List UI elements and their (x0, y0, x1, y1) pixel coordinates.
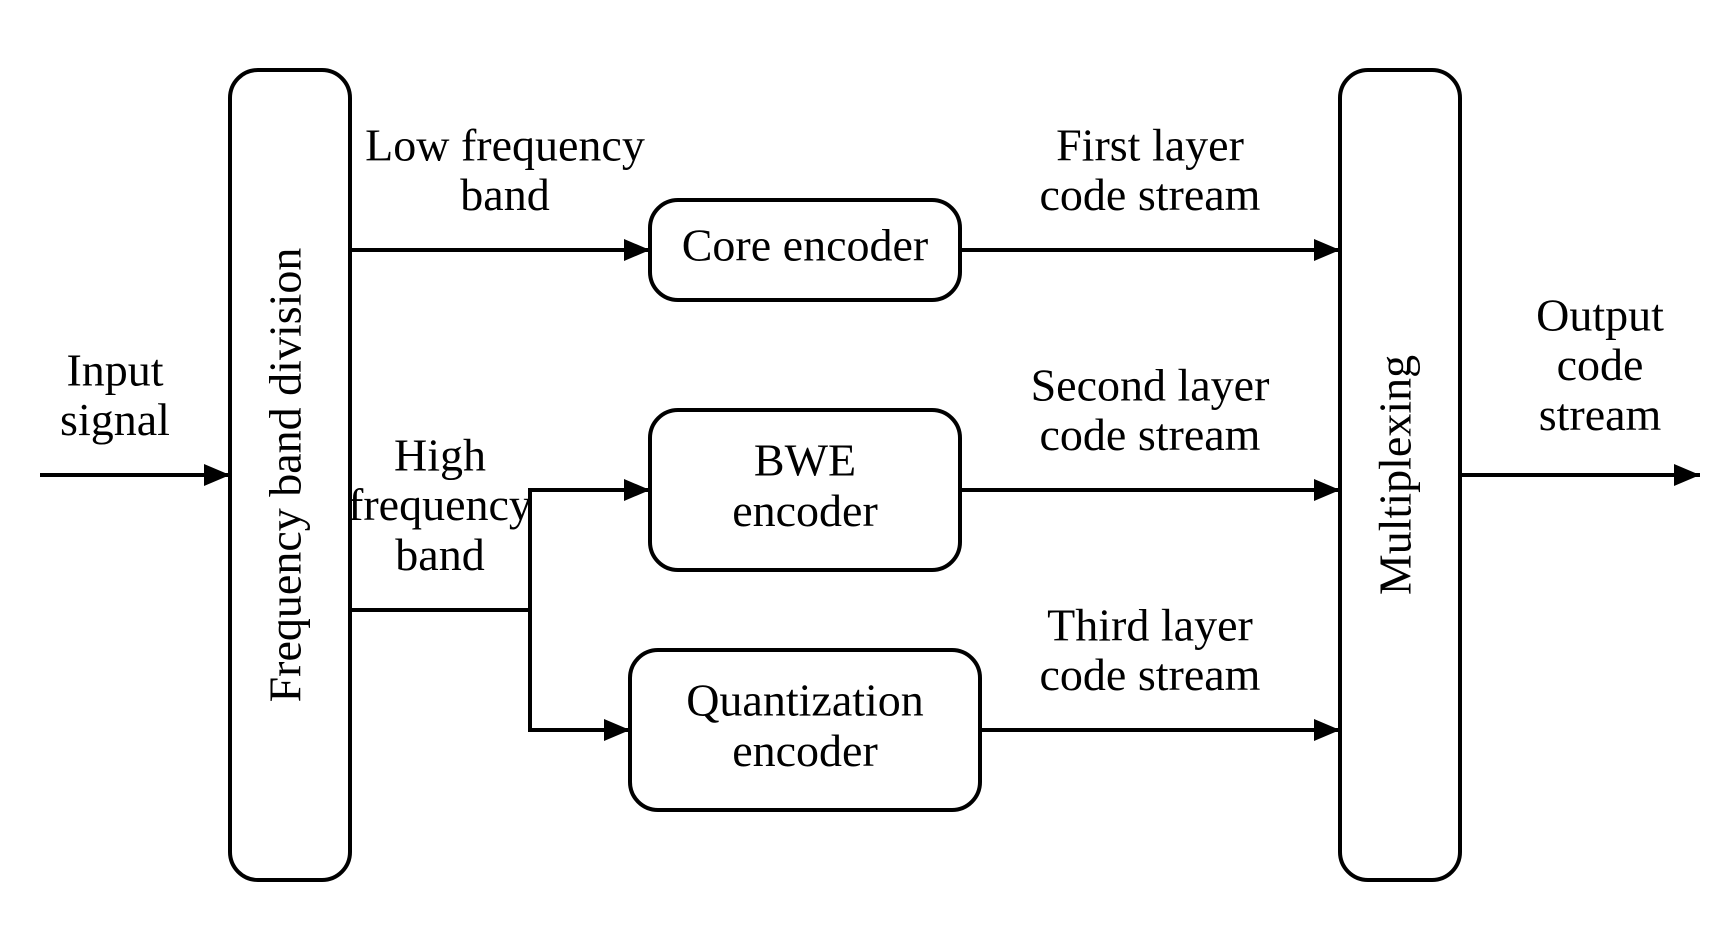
edge-label-third: Third layercode stream (1040, 600, 1261, 701)
edge-label-output-1: Output (1536, 290, 1664, 341)
edge-label-high-1: High (394, 430, 486, 481)
edge-label-output-3: stream (1539, 389, 1662, 440)
edge-label-first: First layercode stream (1040, 120, 1261, 221)
edge-label-second-2: code stream (1040, 409, 1261, 460)
node-bwe_enc-label-1: BWE (754, 434, 856, 485)
node-quant_enc-label-1: Quantization (686, 674, 924, 725)
edge-label-output-2: code (1557, 339, 1644, 390)
edge-label-high-3: band (395, 529, 484, 580)
edge-label-input: Inputsignal (60, 345, 170, 446)
node-core_enc-label: Core encoder (682, 220, 929, 271)
node-quant_enc-label-2: encoder (732, 725, 878, 776)
edge-label-high-2: frequency (348, 479, 532, 530)
edge-label-low-2: band (460, 169, 549, 220)
node-freq_div-label: Frequency band division (260, 248, 311, 703)
edge-label-second: Second layercode stream (1031, 360, 1270, 461)
node-mux-label: Multiplexing (1370, 355, 1421, 595)
edge-label-third-2: code stream (1040, 649, 1261, 700)
edge-label-first-1: First layer (1056, 120, 1244, 171)
edge-label-third-1: Third layer (1047, 600, 1253, 651)
node-bwe_enc-label-2: encoder (732, 485, 878, 536)
edge-label-input-1: Input (66, 345, 163, 396)
edge-label-first-2: code stream (1040, 169, 1261, 220)
edge-label-second-1: Second layer (1031, 360, 1270, 411)
edge-label-input-2: signal (60, 394, 170, 445)
edge-label-low-1: Low frequency (365, 120, 645, 171)
